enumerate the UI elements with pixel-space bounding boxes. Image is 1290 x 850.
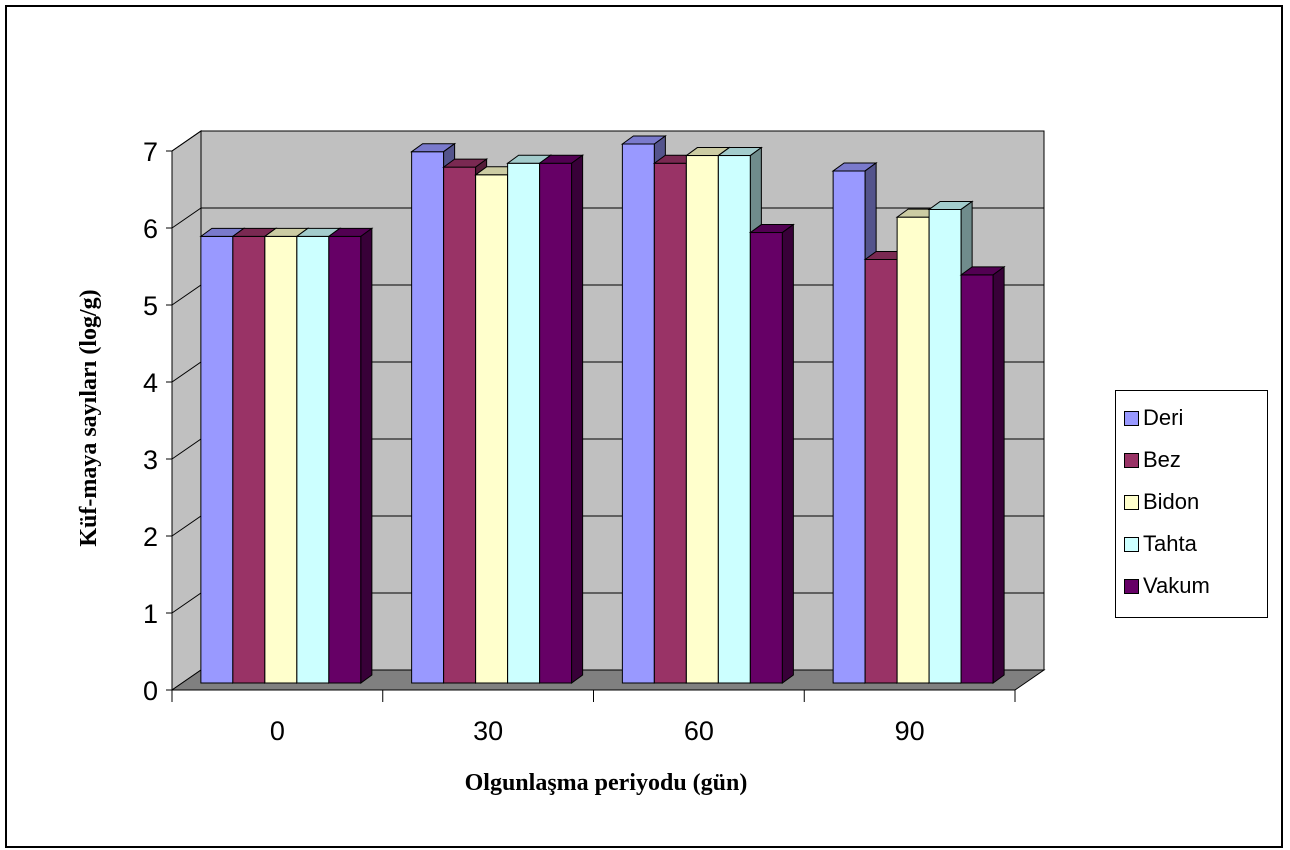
legend-item-tahta: Tahta [1116, 523, 1267, 565]
y-tick-label: 0 [143, 676, 158, 706]
legend-swatch [1124, 578, 1139, 594]
legend-label: Vakum [1143, 573, 1210, 598]
gridline [171, 207, 1044, 229]
bars [199, 135, 1006, 684]
x-tick-label: 90 [895, 716, 925, 746]
x-tick-label: 30 [473, 716, 503, 746]
x-tick-label: 60 [684, 716, 714, 746]
legend-label: Tahta [1143, 531, 1197, 556]
legend: Deri Bez Bidon Tahta Vakum [1115, 390, 1268, 618]
bar-vakum-90 [959, 265, 1006, 684]
y-tick-label: 6 [143, 214, 158, 244]
legend-item-deri: Deri [1116, 397, 1267, 439]
bar-vakum-30 [538, 154, 585, 684]
y-axis-title: Küf-maya sayıları (log/g) [76, 289, 102, 546]
y-tick-label: 3 [143, 445, 158, 475]
legend-swatch [1124, 536, 1139, 552]
axes [166, 150, 1016, 702]
bar-vakum-60 [748, 223, 795, 684]
legend-label: Deri [1143, 405, 1184, 430]
x-axis-title: Olgunlaşma periyodu (gün) [465, 770, 748, 796]
gridline [171, 130, 1044, 152]
side-wall [171, 130, 202, 691]
legend-item-bez: Bez [1116, 439, 1267, 481]
x-tick-labels: 0 30 60 90 [270, 716, 925, 746]
legend-swatch [1124, 410, 1139, 426]
y-tick-labels: 0 1 2 3 4 5 6 7 [143, 137, 158, 706]
bar-vakum-0 [327, 227, 374, 684]
legend-swatch [1124, 452, 1139, 468]
x-tick-label: 0 [270, 716, 285, 746]
legend-swatch [1124, 494, 1139, 510]
legend-item-vakum: Vakum [1116, 565, 1267, 607]
y-tick-label: 2 [143, 522, 158, 552]
y-tick-label: 4 [143, 368, 158, 398]
legend-item-bidon: Bidon [1116, 481, 1267, 523]
y-tick-label: 1 [143, 599, 158, 629]
y-tick-label: 7 [143, 137, 158, 167]
legend-label: Bez [1143, 447, 1181, 472]
y-tick-label: 5 [143, 291, 158, 321]
legend-label: Bidon [1143, 489, 1200, 514]
